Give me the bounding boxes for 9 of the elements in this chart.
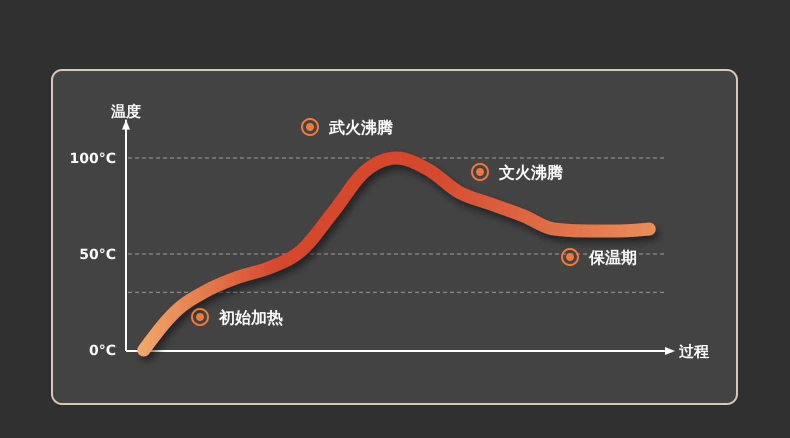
y-tick-label: 50°C xyxy=(79,246,116,263)
annotation: 文火沸腾 xyxy=(498,162,563,182)
y-tick-label: 0°C xyxy=(88,342,116,359)
annotation: 初始加热 xyxy=(218,308,283,327)
x-axis-title: 过程 xyxy=(678,342,709,360)
y-tick-label: 100°C xyxy=(70,150,116,167)
y-axis-title: 温度 xyxy=(110,102,141,121)
annotation: 保温期 xyxy=(588,248,637,267)
annotation: 武火沸腾 xyxy=(328,118,393,137)
